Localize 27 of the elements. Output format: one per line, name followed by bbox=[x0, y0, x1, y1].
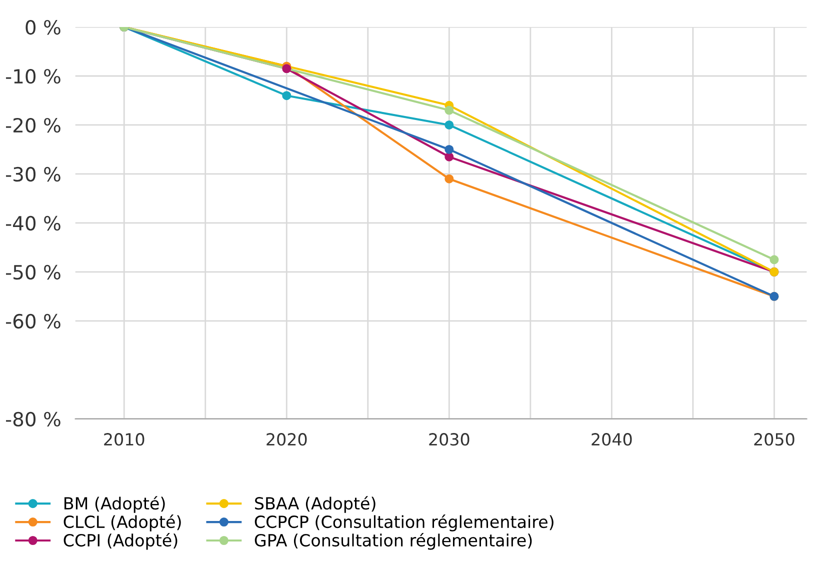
legend-label: CCPCP (Consultation réglementaire) bbox=[254, 514, 554, 532]
legend-label: GPA (Consultation réglementaire) bbox=[254, 533, 532, 550]
point bbox=[444, 144, 454, 154]
legend-label: SBAA (Adopté) bbox=[255, 496, 376, 513]
legend-label: CCPI (Adopté) bbox=[64, 533, 178, 550]
legend-label: BM (Adopté) bbox=[64, 496, 165, 513]
y-tick-label: -50 % bbox=[6, 264, 60, 280]
point bbox=[282, 91, 292, 100]
y-tick-label: -20 % bbox=[6, 118, 60, 133]
x-tick-label: 2010 bbox=[104, 433, 144, 446]
y-tick-label: -40 % bbox=[6, 216, 60, 231]
y-tick-label: -60 % bbox=[6, 314, 60, 329]
point bbox=[444, 152, 454, 162]
point bbox=[282, 64, 292, 74]
y-tick-label: 0 % bbox=[26, 20, 60, 35]
y-tick-label: -10 % bbox=[6, 68, 60, 84]
legend-label: CLCL (Adopté) bbox=[64, 514, 181, 532]
x-tick-label: 2050 bbox=[754, 433, 794, 446]
x-tick-label: 2030 bbox=[429, 433, 470, 446]
point bbox=[444, 120, 454, 130]
y-tick-label: -30 % bbox=[6, 166, 60, 182]
point bbox=[444, 174, 454, 184]
x-tick-label: 2040 bbox=[592, 433, 632, 446]
point bbox=[444, 106, 454, 115]
y-tick-label: -80 % bbox=[6, 412, 60, 427]
x-tick-label: 2020 bbox=[266, 433, 307, 446]
point bbox=[770, 255, 779, 264]
